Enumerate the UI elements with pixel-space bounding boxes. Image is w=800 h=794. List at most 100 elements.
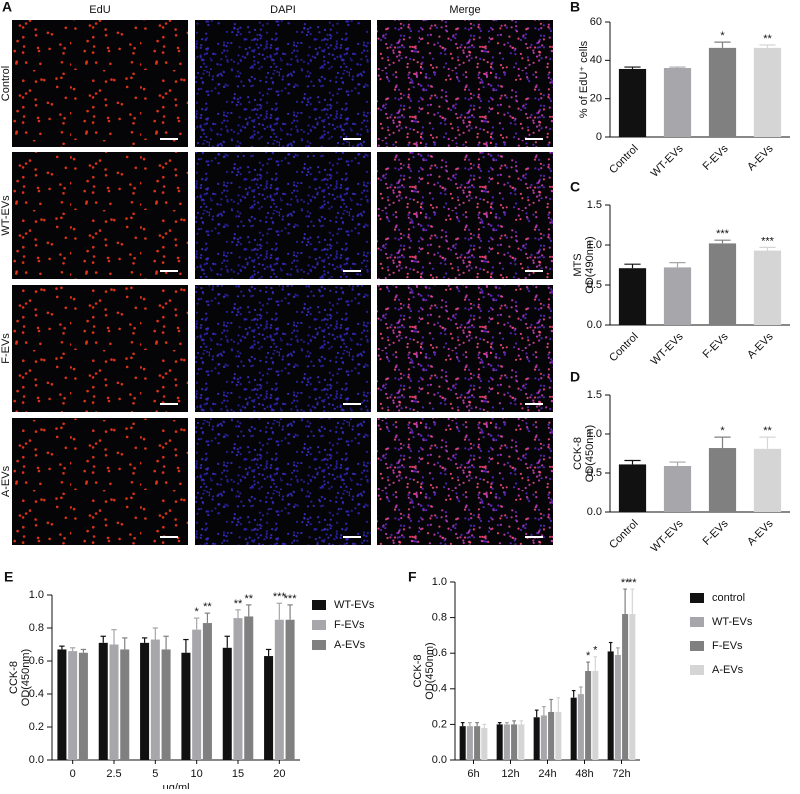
micrograph bbox=[377, 20, 553, 147]
significance-label: *** bbox=[716, 228, 730, 240]
bar bbox=[753, 250, 782, 325]
bar bbox=[181, 652, 191, 760]
bar bbox=[192, 629, 202, 760]
row-label: Control bbox=[0, 66, 12, 101]
bar bbox=[109, 644, 119, 760]
bar bbox=[150, 639, 160, 760]
bar bbox=[511, 724, 518, 760]
bar bbox=[753, 448, 782, 512]
bar bbox=[481, 727, 488, 760]
bar bbox=[618, 68, 647, 137]
legend-label: F-EVs bbox=[712, 640, 743, 652]
column-header: EdU bbox=[89, 4, 110, 16]
legend-label: F-EVs bbox=[334, 619, 365, 631]
bar bbox=[663, 465, 692, 512]
micrograph bbox=[195, 152, 371, 279]
y-axis-label: CCK-8 bbox=[572, 437, 584, 470]
y-tick-label: 0.0 bbox=[587, 506, 602, 518]
micrograph bbox=[12, 418, 188, 545]
bar bbox=[98, 642, 108, 760]
x-tick-label: A-EVs bbox=[745, 517, 776, 548]
bar bbox=[753, 47, 782, 137]
significance-label: *** bbox=[761, 235, 775, 247]
significance-label: * bbox=[720, 30, 725, 42]
legend-swatch bbox=[690, 593, 704, 603]
y-tick-label: 0.8 bbox=[29, 622, 44, 634]
x-tick-label: WT-EVs bbox=[649, 142, 686, 179]
x-tick-label: 24h bbox=[538, 768, 556, 780]
bar bbox=[618, 268, 647, 325]
x-tick-label: Control bbox=[607, 518, 641, 552]
significance-label: *** bbox=[284, 593, 298, 605]
column-header: Merge bbox=[449, 4, 480, 16]
x-tick-label: 48h bbox=[575, 768, 593, 780]
y-tick-label: 0.6 bbox=[29, 655, 44, 667]
bar bbox=[607, 651, 614, 760]
y-tick-label: 0.5 bbox=[587, 467, 602, 479]
y-axis-label: OD(450nm) bbox=[424, 642, 436, 699]
x-tick-label: 5 bbox=[152, 768, 158, 780]
panel-letter: F bbox=[408, 569, 417, 585]
y-tick-label: 0 bbox=[596, 131, 602, 143]
x-tick-label: A-EVs bbox=[745, 330, 776, 361]
significance-label: * bbox=[586, 650, 591, 662]
y-tick-label: 1.5 bbox=[587, 199, 602, 211]
bar bbox=[244, 616, 254, 760]
legend-swatch bbox=[312, 600, 326, 610]
x-tick-label: 10 bbox=[191, 768, 203, 780]
panel-letter: C bbox=[570, 179, 580, 195]
legend-swatch bbox=[690, 665, 704, 675]
micrograph bbox=[377, 418, 553, 545]
x-tick-label: A-EVs bbox=[745, 142, 776, 173]
significance-label: ** bbox=[763, 425, 772, 437]
bar bbox=[222, 647, 232, 760]
x-tick-label: Control bbox=[607, 331, 641, 365]
bar bbox=[78, 652, 88, 760]
bar bbox=[466, 726, 473, 760]
y-tick-label: 0.0 bbox=[587, 319, 602, 331]
column-header: DAPI bbox=[270, 4, 296, 16]
legend-label: WT-EVs bbox=[712, 616, 753, 628]
bar bbox=[570, 697, 577, 760]
bar bbox=[233, 618, 243, 760]
y-tick-label: 0.2 bbox=[29, 721, 44, 733]
y-axis-label: CCK-8 bbox=[412, 654, 424, 687]
x-tick-label: F-EVs bbox=[701, 330, 731, 360]
panel-letter: E bbox=[4, 569, 13, 585]
significance-label: ** bbox=[203, 601, 212, 613]
legend-label: A-EVs bbox=[712, 664, 744, 676]
significance-label: * bbox=[195, 606, 200, 618]
x-tick-label: 2.5 bbox=[106, 768, 121, 780]
x-tick-label: 0 bbox=[70, 768, 76, 780]
bar bbox=[540, 715, 547, 760]
x-tick-label: 72h bbox=[612, 768, 630, 780]
y-tick-label: 60 bbox=[590, 16, 602, 28]
x-tick-label: WT-EVs bbox=[649, 517, 686, 554]
x-tick-label: WT-EVs bbox=[649, 330, 686, 367]
x-tick-label: 20 bbox=[273, 768, 285, 780]
legend-swatch bbox=[690, 617, 704, 627]
significance-label: * bbox=[720, 425, 725, 437]
y-tick-label: 1.0 bbox=[29, 589, 44, 601]
micrograph bbox=[377, 152, 553, 279]
y-tick-label: 0.0 bbox=[29, 754, 44, 766]
y-tick-label: 0.6 bbox=[432, 647, 447, 659]
significance-label: *** bbox=[273, 591, 287, 603]
x-tick-label: 6h bbox=[467, 768, 479, 780]
bar bbox=[555, 711, 562, 760]
micrograph bbox=[12, 285, 188, 412]
bar bbox=[161, 649, 171, 760]
y-tick-label: 40 bbox=[590, 54, 602, 66]
bar bbox=[708, 448, 737, 512]
y-axis-label: % of EdU⁺ cells bbox=[578, 40, 590, 118]
micrograph bbox=[377, 285, 553, 412]
bar bbox=[120, 649, 130, 760]
legend-swatch bbox=[312, 620, 326, 630]
y-tick-label: 0.4 bbox=[29, 688, 44, 700]
bar bbox=[577, 694, 584, 760]
legend-label: control bbox=[712, 592, 745, 604]
bar bbox=[496, 724, 503, 760]
significance-label: ** bbox=[628, 577, 637, 589]
y-tick-label: 1.5 bbox=[587, 389, 602, 401]
panel-letter: D bbox=[570, 369, 580, 385]
